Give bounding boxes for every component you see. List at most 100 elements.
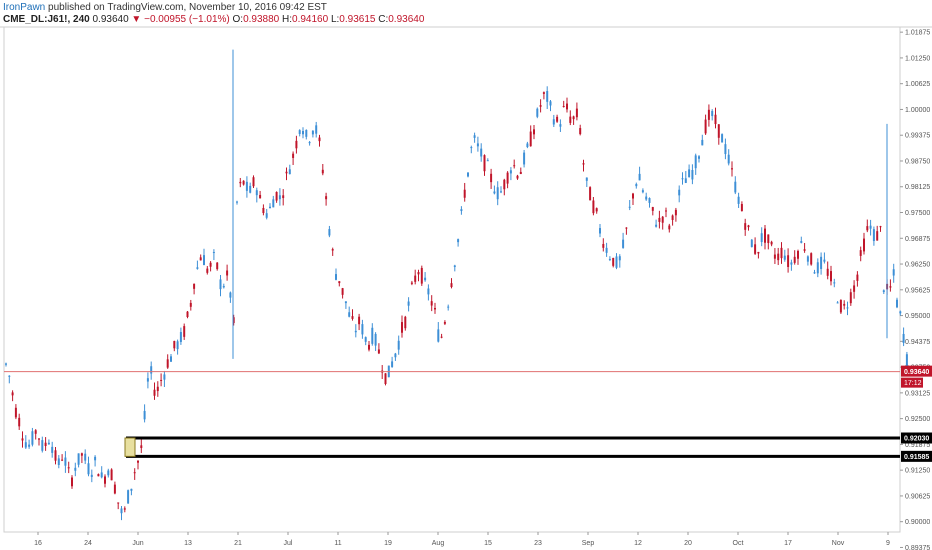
candle-body: [285, 171, 288, 174]
high-label: H:: [282, 14, 293, 25]
candle-body: [849, 292, 852, 304]
y-tick-label: 0.90000: [905, 519, 930, 526]
x-tick-label: 11: [334, 540, 341, 547]
candle-body: [493, 191, 496, 194]
candle-body: [434, 307, 436, 310]
candle-body: [704, 119, 707, 134]
countdown-tag: [901, 377, 923, 388]
candle-body: [278, 195, 281, 200]
candle-body: [216, 262, 219, 270]
candle-body: [830, 271, 832, 282]
candle-body: [826, 268, 829, 276]
candle-body: [457, 239, 460, 243]
candle-body: [813, 272, 816, 274]
candle-body: [259, 194, 262, 199]
y-tick-label: 1.01875: [905, 30, 930, 37]
candle-body: [94, 456, 97, 461]
low-value: 0.93615: [339, 14, 376, 25]
candle-body: [173, 340, 176, 349]
candle-body: [853, 285, 856, 292]
candle-body: [305, 129, 308, 137]
candle-body: [137, 460, 139, 463]
candle-body: [856, 274, 859, 281]
candle-body: [721, 134, 724, 143]
candle-body: [104, 476, 106, 484]
candle-body: [506, 172, 509, 184]
candle-body: [556, 116, 559, 122]
candle-body: [688, 169, 691, 178]
candle-body: [64, 457, 67, 466]
candle-body: [684, 178, 687, 183]
candle-body: [351, 316, 354, 319]
candle-body: [51, 446, 54, 453]
candle-body: [780, 247, 783, 259]
candle-body: [863, 238, 865, 252]
candle-body: [150, 366, 153, 374]
candle-body: [496, 187, 499, 200]
candle-body: [315, 125, 318, 134]
x-tick-label: Aug: [432, 540, 445, 547]
y-tick-label: 0.91875: [905, 442, 930, 449]
candle-body: [87, 463, 90, 475]
author-link[interactable]: IronPawn: [3, 2, 46, 13]
candle-body: [77, 453, 80, 465]
candle-body: [97, 474, 100, 477]
candle-body: [440, 336, 443, 338]
countdown-label: 17:12: [904, 380, 922, 387]
candle-body: [800, 241, 803, 243]
y-tick-label: 0.95000: [905, 313, 930, 320]
candle-body: [292, 153, 295, 158]
candle-body: [302, 130, 304, 135]
candle-body: [54, 450, 57, 461]
symbol-name[interactable]: CME_DL:J61!, 240: [3, 14, 90, 25]
y-tick-label: 0.93125: [905, 390, 930, 397]
candle-body: [450, 283, 453, 288]
candle-body: [638, 173, 641, 181]
current-price-label: 0.93640: [904, 369, 929, 376]
candle-body: [678, 189, 681, 196]
candle-body: [526, 143, 529, 148]
candle-body: [727, 154, 730, 164]
y-tick-label: 0.96875: [905, 236, 930, 243]
candle-body: [846, 307, 849, 309]
x-tick-label: 9: [886, 540, 890, 547]
open-value: 0.93880: [243, 14, 280, 25]
x-tick-label: 20: [684, 540, 692, 547]
candle-body: [203, 255, 205, 266]
close-label: C:: [378, 14, 389, 25]
candle-body: [183, 326, 186, 337]
candle-body: [282, 195, 285, 199]
candle-body: [460, 209, 463, 212]
candle-body: [232, 317, 235, 324]
candle-body: [674, 209, 677, 216]
candle-body: [661, 216, 664, 223]
candle-body: [127, 490, 130, 504]
candle-body: [476, 143, 479, 147]
candle-body: [764, 228, 766, 243]
y-tick-label: 0.92500: [905, 416, 930, 423]
candle-body: [80, 453, 83, 456]
candle-body: [206, 268, 209, 273]
candle-body: [328, 229, 331, 236]
candle-body: [892, 269, 895, 276]
candle-body: [579, 128, 582, 135]
candle-body: [569, 116, 572, 123]
candle-body: [344, 301, 347, 304]
candle-body: [740, 204, 743, 212]
candle-body: [889, 286, 892, 288]
candle-body: [41, 440, 44, 451]
candle-body: [750, 239, 753, 248]
y-tick-label: 0.90625: [905, 493, 930, 500]
candle-body: [160, 379, 163, 381]
candle-body: [658, 217, 661, 222]
candle-body: [882, 290, 885, 293]
candle-body: [401, 322, 403, 333]
x-tick-label: Nov: [832, 540, 845, 547]
candle-body: [47, 442, 50, 445]
candle-body: [318, 137, 321, 142]
open-label: O:: [232, 14, 244, 25]
candle-body: [731, 168, 733, 170]
candle-body: [608, 258, 611, 260]
candle-body: [757, 251, 760, 254]
